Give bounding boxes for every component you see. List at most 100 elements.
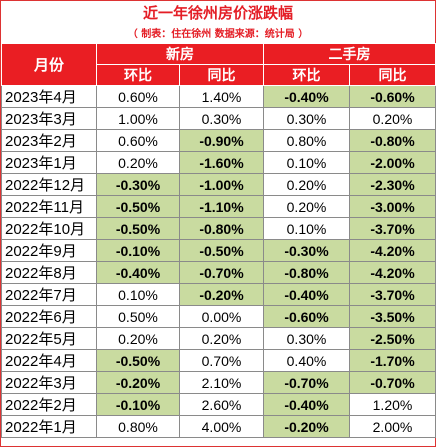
new-mom-cell: -0.50% [96, 349, 180, 372]
second-yoy-cell: -2.30% [349, 173, 436, 196]
month-cell: 2023年2月 [1, 129, 97, 152]
table-row: 2022年6月 0.50% 0.00% -0.60% -3.50% [1, 305, 436, 328]
month-cell: 2022年2月 [1, 393, 97, 416]
new-mom-cell: -0.50% [96, 195, 180, 218]
second-mom-cell: -0.60% [263, 305, 350, 328]
new-mom-cell: 0.20% [96, 327, 180, 350]
month-cell: 2022年11月 [1, 195, 97, 218]
second-mom-cell: 0.80% [263, 129, 350, 152]
month-cell: 2022年4月 [1, 349, 97, 372]
table-body: 2023年4月 0.60% 1.40% -0.40% -0.60% 2023年3月 1.00… [1, 85, 436, 438]
second-yoy-cell: -0.70% [349, 371, 436, 394]
second-yoy-cell: -4.20% [349, 261, 436, 284]
second-mom-cell: -0.70% [263, 371, 350, 394]
page-title: 近一年徐州房价涨跌幅 [142, 4, 293, 22]
table-row: 2022年12月 -0.30% -1.00% 0.20% -2.30% [1, 173, 436, 196]
table-row: 2023年3月 1.00% 0.30% 0.30% 0.20% [1, 107, 436, 130]
second-mom-cell: 0.20% [263, 195, 350, 218]
new-yoy-cell: 0.70% [179, 349, 264, 372]
new-yoy-cell: 1.40% [179, 85, 264, 108]
new-mom-cell: -0.10% [96, 239, 180, 262]
new-yoy-cell: 2.60% [179, 393, 264, 416]
month-cell: 2022年3月 [1, 371, 97, 394]
second-yoy-cell: 2.00% [349, 415, 436, 438]
second-mom-cell: -0.40% [263, 85, 350, 108]
new-mom-cell: 1.00% [96, 107, 180, 130]
second-yoy-cell: -2.00% [349, 151, 436, 174]
header-new-house: 新房 [96, 43, 264, 65]
new-yoy-cell: -0.70% [179, 261, 264, 284]
table-row: 2023年1月 0.20% -1.60% 0.10% -2.00% [1, 151, 436, 174]
month-cell: 2022年10月 [1, 217, 97, 240]
second-mom-cell: 0.20% [263, 173, 350, 196]
new-yoy-cell: -0.50% [179, 239, 264, 262]
new-yoy-cell: 0.30% [179, 107, 264, 130]
second-yoy-cell: -0.80% [349, 129, 436, 152]
second-mom-cell: 0.10% [263, 217, 350, 240]
second-yoy-cell: -0.60% [349, 85, 436, 108]
new-mom-cell: -0.10% [96, 393, 180, 416]
new-mom-cell: 0.60% [96, 129, 180, 152]
second-yoy-cell: -3.70% [349, 217, 436, 240]
table-row: 2022年7月 0.10% -0.20% -0.40% -3.70% [1, 283, 436, 306]
page-subtitle: （ 制表：住在徐州 数据来源：统计局 ） [127, 29, 309, 40]
table-row: 2022年10月 -0.50% -0.80% 0.10% -3.70% [1, 217, 436, 240]
header-second-mom: 环比 [263, 64, 350, 86]
table-row: 2022年4月 -0.50% 0.70% 0.40% -1.70% [1, 349, 436, 372]
second-mom-cell: -0.20% [263, 415, 350, 438]
new-yoy-cell: -1.00% [179, 173, 264, 196]
header-second-hand: 二手房 [263, 43, 436, 65]
month-cell: 2022年9月 [1, 239, 97, 262]
second-mom-cell: -0.40% [263, 283, 350, 306]
second-yoy-cell: -2.50% [349, 327, 436, 350]
second-yoy-cell: 0.20% [349, 107, 436, 130]
new-mom-cell: 0.20% [96, 151, 180, 174]
table-row: 2022年5月 0.20% 0.20% 0.30% -2.50% [1, 327, 436, 350]
second-mom-cell: 0.10% [263, 151, 350, 174]
table-row: 2022年2月 -0.10% 2.60% -0.40% 1.20% [1, 393, 436, 416]
month-cell: 2023年3月 [1, 107, 97, 130]
month-cell: 2022年7月 [1, 283, 97, 306]
second-mom-cell: 0.30% [263, 107, 350, 130]
new-mom-cell: 0.50% [96, 305, 180, 328]
new-mom-cell: 0.60% [96, 85, 180, 108]
second-yoy-cell: -1.70% [349, 349, 436, 372]
new-yoy-cell: 0.00% [179, 305, 264, 328]
table-row: 2023年2月 0.60% -0.90% 0.80% -0.80% [1, 129, 436, 152]
month-cell: 2022年8月 [1, 261, 97, 284]
month-cell: 2022年12月 [1, 173, 97, 196]
header-new-yoy: 同比 [179, 64, 264, 86]
month-cell: 2022年6月 [1, 305, 97, 328]
new-yoy-cell: 4.00% [179, 415, 264, 438]
new-yoy-cell: 2.10% [179, 371, 264, 394]
month-cell: 2023年1月 [1, 151, 97, 174]
new-mom-cell: 0.80% [96, 415, 180, 438]
table-row: 2023年4月 0.60% 1.40% -0.40% -0.60% [1, 85, 436, 108]
new-yoy-cell: -0.90% [179, 129, 264, 152]
new-yoy-cell: -0.20% [179, 283, 264, 306]
new-yoy-cell: -0.80% [179, 217, 264, 240]
second-yoy-cell: -3.70% [349, 283, 436, 306]
new-mom-cell: -0.30% [96, 173, 180, 196]
second-yoy-cell: -3.00% [349, 195, 436, 218]
second-yoy-cell: -4.20% [349, 239, 436, 262]
second-mom-cell: 0.40% [263, 349, 350, 372]
price-change-table: 月份 新房 二手房 环比 同比 环比 同比 2023年4月 0.60% 1.40% -… [1, 43, 436, 438]
second-yoy-cell: 1.20% [349, 393, 436, 416]
month-cell: 2023年4月 [1, 85, 97, 108]
header-second-yoy: 同比 [349, 64, 436, 86]
new-yoy-cell: -1.10% [179, 195, 264, 218]
month-cell: 2022年1月 [1, 415, 97, 438]
table-row: 2022年11月 -0.50% -1.10% 0.20% -3.00% [1, 195, 436, 218]
header-new-mom: 环比 [96, 64, 180, 86]
table-row: 2022年3月 -0.20% 2.10% -0.70% -0.70% [1, 371, 436, 394]
second-mom-cell: -0.40% [263, 393, 350, 416]
table-row: 2022年9月 -0.10% -0.50% -0.30% -4.20% [1, 239, 436, 262]
header-month: 月份 [1, 43, 97, 86]
month-cell: 2022年5月 [1, 327, 97, 350]
second-mom-cell: 0.30% [263, 327, 350, 350]
new-mom-cell: -0.50% [96, 217, 180, 240]
new-yoy-cell: -1.60% [179, 151, 264, 174]
second-mom-cell: -0.30% [263, 239, 350, 262]
